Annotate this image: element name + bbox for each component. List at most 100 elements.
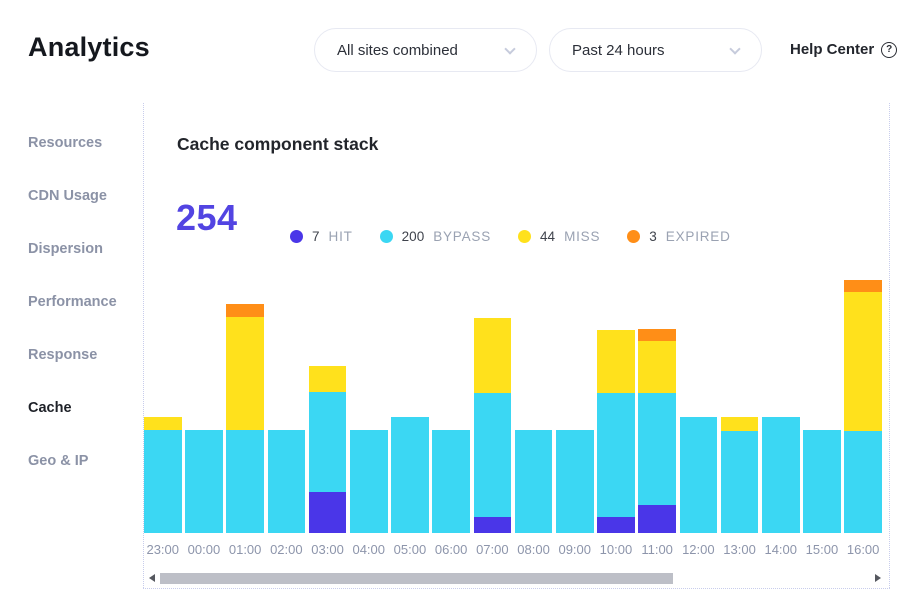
bar-segment-miss <box>308 366 347 392</box>
site-selector-value: All sites combined <box>337 41 458 59</box>
legend-dot-hit <box>290 230 303 243</box>
x-axis-label: 03:00 <box>311 542 344 557</box>
bar-segment-bypass <box>226 430 264 533</box>
bar-segment-bypass <box>144 430 182 533</box>
bar-segment-bypass <box>679 417 718 533</box>
legend-value-expired: 3 <box>649 229 657 244</box>
bar-11:00[interactable] <box>638 329 676 533</box>
bar-09:00[interactable] <box>556 430 594 533</box>
bar-07:00[interactable] <box>473 318 512 533</box>
x-axis-label: 14:00 <box>764 542 798 557</box>
help-center-link[interactable]: Help Center ? <box>790 41 898 58</box>
sidebar-item-dispersion[interactable]: Dispersion <box>28 241 103 257</box>
legend-value-hit: 7 <box>312 229 320 244</box>
bar-08:00[interactable] <box>514 430 553 533</box>
sidebar-item-geo-ip[interactable]: Geo & IP <box>28 453 89 469</box>
bar-segment-bypass <box>391 417 429 533</box>
scrollbar-thumb[interactable] <box>160 573 673 584</box>
sidebar-item-cache[interactable]: Cache <box>28 400 72 416</box>
legend-label-miss: MISS <box>564 229 601 244</box>
bar-segment-bypass <box>720 431 759 533</box>
bar-10:00[interactable] <box>597 330 635 533</box>
legend-label-hit: HIT <box>328 229 353 244</box>
bar-04:00[interactable] <box>350 430 388 533</box>
bar-14:00[interactable] <box>762 417 800 533</box>
bar-segment-expired <box>638 329 676 341</box>
legend-item-expired[interactable]: 3 EXPIRED <box>627 229 730 244</box>
bar-segment-bypass <box>638 393 676 505</box>
bar-05:00[interactable] <box>391 417 429 533</box>
bar-segment-bypass <box>350 430 388 533</box>
horizontal-scrollbar[interactable] <box>143 572 889 585</box>
page-title: Analytics <box>28 32 150 62</box>
legend-item-hit[interactable]: 7 HIT <box>290 229 353 244</box>
sidebar: Resources CDN Usage Dispersion Performan… <box>28 135 138 506</box>
bar-segment-bypass <box>308 392 347 492</box>
bar-segment-hit <box>308 492 347 533</box>
x-axis-label: 01:00 <box>228 542 262 557</box>
x-axis-label: 09:00 <box>558 542 592 557</box>
bar-12:00[interactable] <box>679 417 718 533</box>
x-axis-label: 15:00 <box>805 542 839 557</box>
bar-segment-bypass <box>473 393 512 517</box>
bar-00:00[interactable] <box>185 430 223 533</box>
bar-segment-miss <box>844 292 882 431</box>
bar-segment-bypass <box>514 430 553 533</box>
bar-segment-miss <box>720 417 759 431</box>
sidebar-item-resources[interactable]: Resources <box>28 135 103 151</box>
help-center-label: Help Center <box>790 41 875 58</box>
x-axis-label: 10:00 <box>599 542 633 557</box>
bar-segment-bypass <box>432 430 470 533</box>
x-axis-label: 02:00 <box>270 542 303 557</box>
x-axis-label: 12:00 <box>682 542 715 557</box>
bar-13:00[interactable] <box>720 417 759 533</box>
bottom-divider <box>143 588 890 589</box>
x-axis-label: 23:00 <box>146 542 180 557</box>
x-axis-label: 06:00 <box>434 542 468 557</box>
x-axis-label: 00:00 <box>187 542 221 557</box>
sidebar-item-response[interactable]: Response <box>28 347 98 363</box>
bar-segment-bypass <box>597 393 635 517</box>
x-axis-label: 07:00 <box>476 542 509 557</box>
x-axis-label: 11:00 <box>641 542 673 557</box>
bar-segment-bypass <box>762 417 800 533</box>
legend-label-bypass: BYPASS <box>433 229 492 244</box>
legend-item-miss[interactable]: 44 MISS <box>518 229 600 244</box>
question-mark-icon: ? <box>881 41 898 58</box>
chart-legend: 7 HIT 200 BYPASS 44 MISS 3 EXPIRED <box>290 229 731 244</box>
site-selector-dropdown[interactable]: All sites combined <box>314 28 537 72</box>
bar-06:00[interactable] <box>432 430 470 533</box>
bar-segment-miss <box>597 330 635 393</box>
scroll-right-arrow-icon[interactable] <box>875 574 881 582</box>
x-axis-label: 16:00 <box>846 542 880 557</box>
bar-segment-miss <box>144 417 182 430</box>
bar-segment-hit <box>638 505 676 533</box>
legend-item-bypass[interactable]: 200 BYPASS <box>379 229 492 244</box>
bar-segment-hit <box>473 517 512 533</box>
legend-dot-bypass <box>379 230 393 243</box>
x-axis-label: 04:00 <box>352 542 386 557</box>
bar-segment-bypass <box>267 430 306 533</box>
x-axis-label: 05:00 <box>393 542 427 557</box>
x-axis-label: 08:00 <box>517 542 550 557</box>
bar-15:00[interactable] <box>803 430 841 533</box>
time-range-dropdown[interactable]: Past 24 hours <box>549 28 762 72</box>
bar-segment-miss <box>473 318 512 393</box>
bar-segment-bypass <box>803 430 841 533</box>
legend-dot-miss <box>518 230 532 243</box>
bar-23:00[interactable] <box>144 417 182 533</box>
bar-segment-expired <box>844 280 882 292</box>
bar-02:00[interactable] <box>267 430 306 533</box>
scroll-left-arrow-icon[interactable] <box>149 574 155 582</box>
total-count: 254 <box>176 197 238 238</box>
legend-label-expired: EXPIRED <box>665 229 731 244</box>
sidebar-item-cdn-usage[interactable]: CDN Usage <box>28 188 107 204</box>
bar-segment-bypass <box>844 431 882 533</box>
bar-01:00[interactable] <box>226 304 264 533</box>
sidebar-divider <box>143 103 144 588</box>
bar-03:00[interactable] <box>308 366 347 533</box>
bar-16:00[interactable] <box>844 280 882 533</box>
sidebar-item-performance[interactable]: Performance <box>28 294 117 310</box>
